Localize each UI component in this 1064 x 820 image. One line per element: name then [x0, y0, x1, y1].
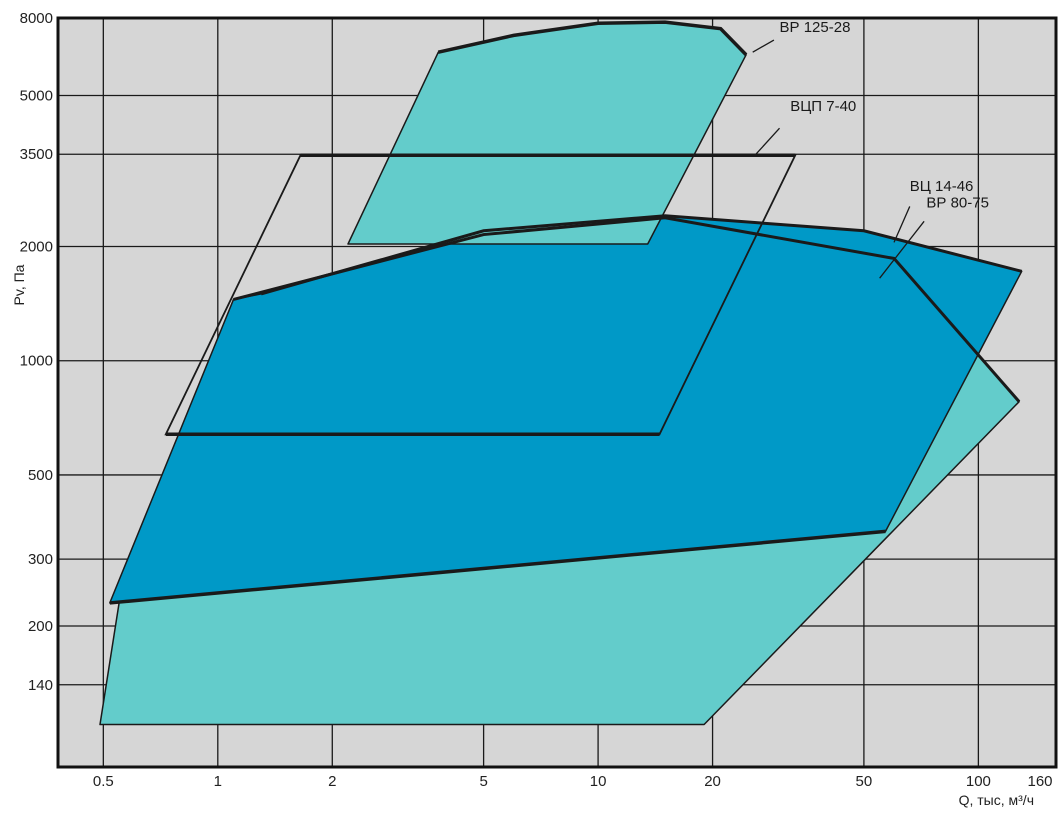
curve-top-vr-80-75 — [260, 214, 1023, 296]
y-tick-label: 200 — [28, 618, 53, 635]
annotation-вцп-7-40: ВЦП 7-40 — [790, 98, 856, 115]
y-tick-label: 1000 — [20, 353, 53, 370]
y-tick-label: 140 — [28, 677, 53, 694]
x-tick-label: 0.5 — [93, 773, 114, 790]
annotation-вр-80-75: ВР 80-75 — [926, 195, 989, 212]
x-axis-label: Q, тыс, м³/ч — [959, 792, 1034, 808]
y-tick-label: 8000 — [20, 10, 53, 27]
annotation-leader — [879, 220, 925, 279]
y-tick-label: 5000 — [20, 87, 53, 104]
curve-bottom-vr-80-75 — [109, 529, 886, 605]
x-tick-label: 10 — [590, 773, 607, 790]
x-tick-label: 50 — [856, 773, 873, 790]
annotation-leader — [893, 206, 911, 243]
series-areas — [99, 21, 1023, 726]
y-tick-label: 500 — [28, 467, 53, 484]
x-tick-labels: 0.5 1 2 5 10 20 50 100 160 — [93, 773, 1053, 790]
y-tick-label: 300 — [28, 551, 53, 568]
y-axis-label: Pv, Па — [11, 264, 27, 305]
y-tick-label: 2000 — [20, 238, 53, 255]
x-tick-label: 1 — [214, 773, 222, 790]
y-tick-labels: 8000 5000 3500 2000 1000 500 300 200 140 — [20, 10, 53, 694]
series-outlines — [109, 20, 1023, 605]
annotation-вр-125-28: ВР 125-28 — [780, 19, 851, 36]
x-tick-label-end: 160 — [1027, 773, 1052, 790]
x-tick-label: 5 — [479, 773, 487, 790]
x-tick-label: 100 — [966, 773, 991, 790]
annotation-вц-14-46: ВЦ 14-46 — [910, 178, 974, 195]
curve-top-vc-14-46 — [233, 216, 1021, 403]
curve-top-vr-125-28 — [437, 20, 748, 56]
annotation-leader — [755, 127, 781, 155]
plot-frame — [56, 16, 1058, 769]
y-tick-label: 3500 — [20, 146, 53, 163]
x-tick-label: 20 — [704, 773, 721, 790]
annotation-leader — [752, 39, 775, 53]
x-tick-label: 2 — [328, 773, 336, 790]
